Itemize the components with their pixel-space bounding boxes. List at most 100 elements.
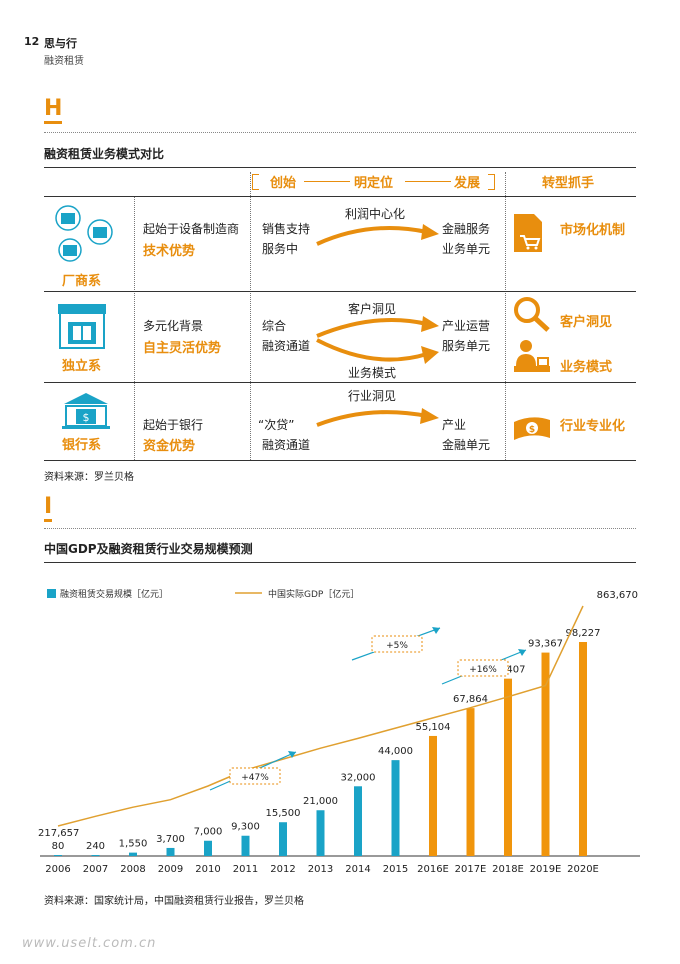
col-header-end: 发展 bbox=[454, 176, 481, 191]
row2-from-line1: 综合 bbox=[262, 319, 287, 333]
svg-text:$: $ bbox=[83, 411, 90, 424]
growth-label-1: +16% bbox=[469, 665, 497, 675]
bar-2015 bbox=[391, 760, 400, 856]
row3-arrow bbox=[316, 408, 439, 427]
x-tick-2013: 2013 bbox=[308, 864, 333, 875]
growth-arrowhead-0 bbox=[288, 751, 296, 758]
row1-desc: 起始于设备制造商 bbox=[143, 222, 240, 236]
bar-label-2016E: 55,104 bbox=[416, 722, 451, 733]
bar-2014 bbox=[354, 786, 362, 856]
section-letter-i: I bbox=[44, 496, 53, 522]
manufacturer-stores-icon bbox=[55, 205, 113, 262]
growth-box-1 bbox=[457, 659, 509, 677]
row2-advantage: 自主灵活优势 bbox=[143, 341, 222, 356]
bar-2016E bbox=[429, 735, 437, 856]
x-tick-2017E: 2017E bbox=[455, 864, 487, 875]
gdp-line bbox=[57, 605, 584, 827]
watermark: www.uselt.com.cn bbox=[22, 936, 157, 951]
bar-label-2020E: 98,227 bbox=[566, 628, 601, 639]
bar-2013 bbox=[316, 810, 325, 856]
row2-arrows bbox=[316, 316, 439, 364]
svg-text:$: $ bbox=[529, 425, 535, 435]
bar-2007 bbox=[91, 855, 100, 856]
bar-label-2007: 240 bbox=[86, 841, 105, 852]
bar-label-2010: 7,000 bbox=[194, 827, 223, 838]
growth-label-0: +47% bbox=[241, 773, 269, 783]
growth-box-0 bbox=[229, 767, 281, 785]
row1-from-line1: 销售支持 bbox=[262, 222, 311, 236]
growth-box-2 bbox=[371, 635, 423, 653]
divider bbox=[44, 132, 636, 133]
row3-advantage: 资金优势 bbox=[143, 439, 196, 454]
row1-grab: 市场化机制 bbox=[560, 223, 626, 238]
x-tick-2006: 2006 bbox=[45, 864, 70, 875]
x-tick-2016E: 2016E bbox=[417, 864, 449, 875]
row3-grab: 行业专业化 bbox=[560, 419, 626, 434]
bar-label-2011: 9,300 bbox=[231, 822, 260, 833]
row-type-bank: 银行系 bbox=[62, 438, 102, 453]
bar-label-2008: 1,550 bbox=[119, 839, 148, 850]
bar-label-2009: 3,700 bbox=[156, 834, 185, 845]
bar-label-2015: 44,000 bbox=[378, 746, 413, 757]
bar-2017E bbox=[466, 708, 475, 856]
row1-from-line2: 服务中 bbox=[262, 242, 299, 256]
section-h-title: 融资租赁业务模式对比 bbox=[44, 147, 165, 161]
bar-2006 bbox=[54, 855, 62, 856]
x-tick-2009: 2009 bbox=[158, 864, 183, 875]
row3-from-line2: 融资通道 bbox=[262, 438, 311, 452]
gdp-label-2006: 217,657 bbox=[38, 828, 79, 839]
divider bbox=[44, 528, 636, 529]
page-number: 12 bbox=[24, 35, 40, 48]
independent-storefront-icon bbox=[58, 304, 106, 349]
x-tick-2018E: 2018E bbox=[492, 864, 524, 875]
money-hand-icon: $ bbox=[514, 417, 550, 440]
section-i-title: 中国GDP及融资租赁行业交易规模预测 bbox=[44, 542, 253, 556]
x-tick-2020E: 2020E bbox=[567, 864, 599, 875]
bar-label-2012: 15,500 bbox=[266, 808, 301, 819]
growth-arrowhead-1 bbox=[518, 649, 526, 656]
table-top-rule bbox=[44, 167, 636, 168]
section-i-source: 资料来源：国家统计局，中国融资租赁行业报告，罗兰贝格 bbox=[44, 896, 304, 907]
row3-arrow-label: 行业洞见 bbox=[348, 389, 397, 403]
row1-to-line2: 业务单元 bbox=[442, 242, 491, 256]
x-tick-2019E: 2019E bbox=[530, 864, 562, 875]
x-tick-2008: 2008 bbox=[120, 864, 145, 875]
x-tick-2011: 2011 bbox=[233, 864, 258, 875]
row1-to-line1: 金融服务 bbox=[442, 222, 491, 236]
section-letter-h: H bbox=[44, 98, 63, 124]
bar-label-2014: 32,000 bbox=[341, 772, 376, 783]
document-cart-icon bbox=[514, 214, 542, 252]
bar-2012 bbox=[279, 822, 287, 856]
gdp-label-2020E: 863,670 bbox=[597, 590, 638, 601]
legend-bar-swatch bbox=[47, 589, 56, 598]
x-tick-2012: 2012 bbox=[270, 864, 295, 875]
legend-bar-label: 融资租赁交易规模［亿元］ bbox=[60, 588, 168, 600]
row2-desc: 多元化背景 bbox=[143, 319, 204, 333]
x-tick-2010: 2010 bbox=[195, 864, 220, 875]
row3-from-line1: “次贷” bbox=[258, 418, 295, 432]
bar-2008 bbox=[129, 852, 137, 856]
service-desk-icon bbox=[514, 340, 550, 372]
gdp-leasing-chart: 融资租赁交易规模［亿元］ 中国实际GDP［亿元］ 80 240 1,550 3,700… bbox=[38, 588, 640, 875]
row2-arrow-bottom-label: 业务模式 bbox=[348, 366, 397, 380]
bar-label-2006: 80 bbox=[52, 841, 65, 852]
bar-2011 bbox=[241, 835, 250, 856]
row2-arrow-top-label: 客户洞见 bbox=[348, 302, 397, 316]
row2-grab2: 业务模式 bbox=[560, 360, 613, 375]
bar-2018E bbox=[504, 678, 512, 856]
row2-from-line2: 融资通道 bbox=[262, 339, 311, 353]
growth-label-2: +5% bbox=[386, 641, 408, 651]
bar-2009 bbox=[166, 847, 175, 856]
bar-2019E bbox=[541, 652, 550, 856]
growth-arrowhead-2 bbox=[432, 627, 440, 634]
row1-arrow bbox=[316, 224, 439, 246]
x-tick-2007: 2007 bbox=[83, 864, 108, 875]
row3-desc: 起始于银行 bbox=[143, 418, 204, 432]
bank-icon: $ bbox=[62, 393, 110, 429]
legend-line-label: 中国实际GDP［亿元］ bbox=[268, 588, 359, 600]
bar-label-2013: 21,000 bbox=[303, 796, 338, 807]
x-tick-2014: 2014 bbox=[345, 864, 370, 875]
row3-to-line1: 产业 bbox=[442, 418, 467, 432]
row1-arrow-label: 利润中心化 bbox=[345, 207, 406, 221]
subsection-name: 融资租赁 bbox=[44, 56, 84, 67]
